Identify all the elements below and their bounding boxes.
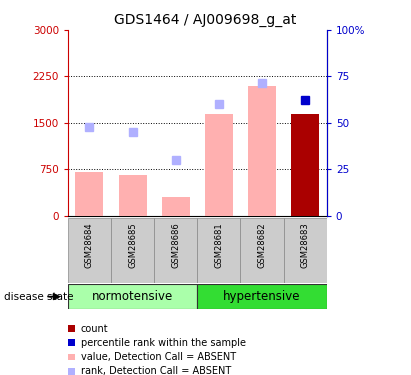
Bar — [68, 284, 197, 309]
Bar — [162, 197, 190, 216]
Bar — [197, 217, 240, 283]
Text: rank, Detection Call = ABSENT: rank, Detection Call = ABSENT — [81, 366, 231, 375]
Text: GSM28682: GSM28682 — [258, 223, 266, 268]
Bar — [284, 217, 327, 283]
Bar — [240, 217, 284, 283]
Text: percentile rank within the sample: percentile rank within the sample — [81, 338, 246, 348]
Text: GSM28684: GSM28684 — [85, 223, 94, 268]
Text: disease state: disease state — [4, 292, 74, 302]
Text: hypertensive: hypertensive — [223, 290, 301, 303]
Bar — [248, 86, 276, 216]
Text: value, Detection Call = ABSENT: value, Detection Call = ABSENT — [81, 352, 236, 362]
Bar — [75, 172, 104, 216]
Bar — [154, 217, 197, 283]
Bar — [291, 114, 319, 216]
Text: normotensive: normotensive — [92, 290, 173, 303]
Text: GSM28686: GSM28686 — [171, 223, 180, 268]
Text: GSM28685: GSM28685 — [128, 223, 137, 268]
Text: GSM28683: GSM28683 — [301, 223, 309, 268]
Text: count: count — [81, 324, 109, 333]
Bar — [197, 284, 327, 309]
Text: GSM28681: GSM28681 — [215, 223, 223, 268]
Bar — [118, 175, 147, 216]
Bar — [205, 114, 233, 216]
Bar — [111, 217, 154, 283]
Bar — [68, 217, 111, 283]
Text: GDS1464 / AJ009698_g_at: GDS1464 / AJ009698_g_at — [114, 13, 297, 27]
